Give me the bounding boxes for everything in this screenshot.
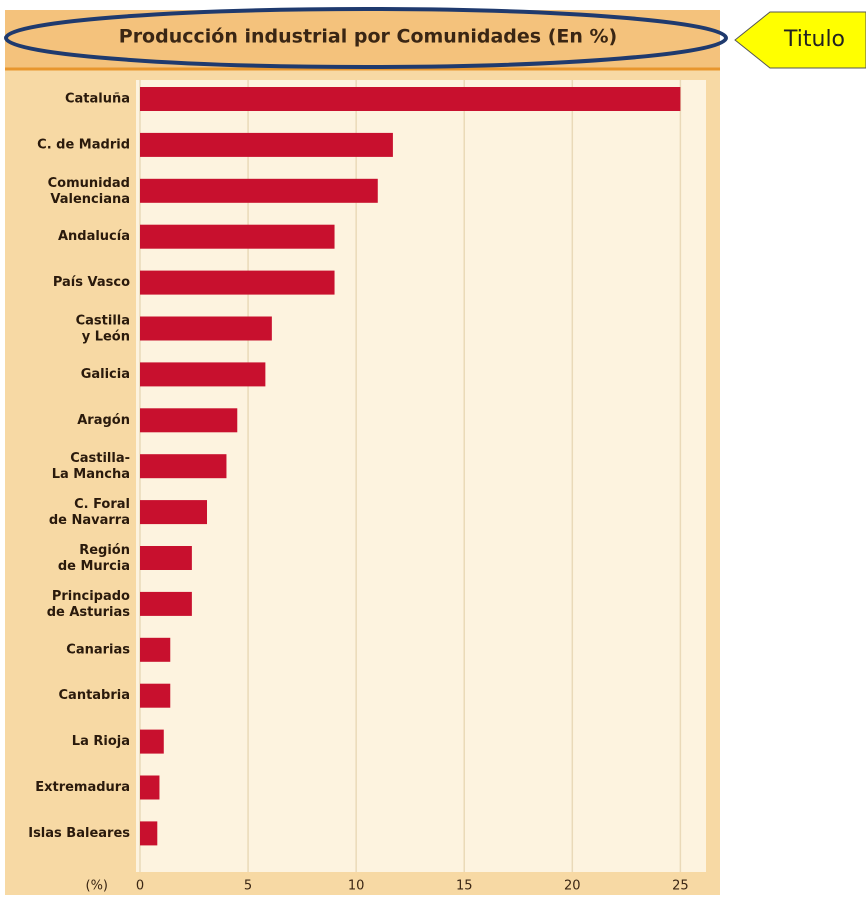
x-tick-label: 15 bbox=[456, 879, 473, 894]
y-tick-label: Cataluña bbox=[65, 92, 130, 107]
bar bbox=[140, 362, 265, 386]
callout-text: Titulo bbox=[783, 27, 845, 52]
y-tick-label: Galicia bbox=[81, 367, 130, 382]
x-tick-label: 25 bbox=[672, 879, 689, 894]
y-tick-label: La Rioja bbox=[72, 734, 130, 749]
bar bbox=[140, 684, 170, 708]
x-tick-label: 0 bbox=[136, 879, 144, 894]
bar bbox=[140, 638, 170, 662]
bar bbox=[140, 87, 680, 111]
y-tick-label: Aragón bbox=[77, 413, 130, 428]
bar bbox=[140, 408, 237, 432]
bar bbox=[140, 500, 207, 524]
y-tick-label: Extremadura bbox=[35, 780, 130, 795]
bar bbox=[140, 317, 272, 341]
y-tick-label: Andalucía bbox=[58, 229, 130, 244]
chart: Producción industrial por Comunidades (E… bbox=[0, 0, 866, 895]
y-tick-label: Canarias bbox=[66, 642, 130, 657]
x-tick-label: 10 bbox=[348, 879, 365, 894]
bar bbox=[140, 225, 335, 249]
y-tick-label: País Vasco bbox=[53, 275, 130, 290]
bar bbox=[140, 821, 157, 845]
bar bbox=[140, 776, 159, 800]
x-tick-label: 5 bbox=[244, 879, 252, 894]
y-tick-label: Islas Baleares bbox=[28, 826, 130, 841]
bar bbox=[140, 179, 378, 203]
x-axis-label: (%) bbox=[86, 879, 109, 894]
x-tick-label: 20 bbox=[564, 879, 581, 894]
bar bbox=[140, 271, 335, 295]
bar bbox=[140, 546, 192, 570]
chart-title: Producción industrial por Comunidades (E… bbox=[119, 26, 617, 48]
y-tick-label: C. de Madrid bbox=[37, 137, 130, 152]
y-tick-label: Cantabria bbox=[59, 688, 131, 703]
bar bbox=[140, 730, 164, 754]
bar bbox=[140, 454, 226, 478]
bar bbox=[140, 133, 393, 157]
bar bbox=[140, 592, 192, 616]
